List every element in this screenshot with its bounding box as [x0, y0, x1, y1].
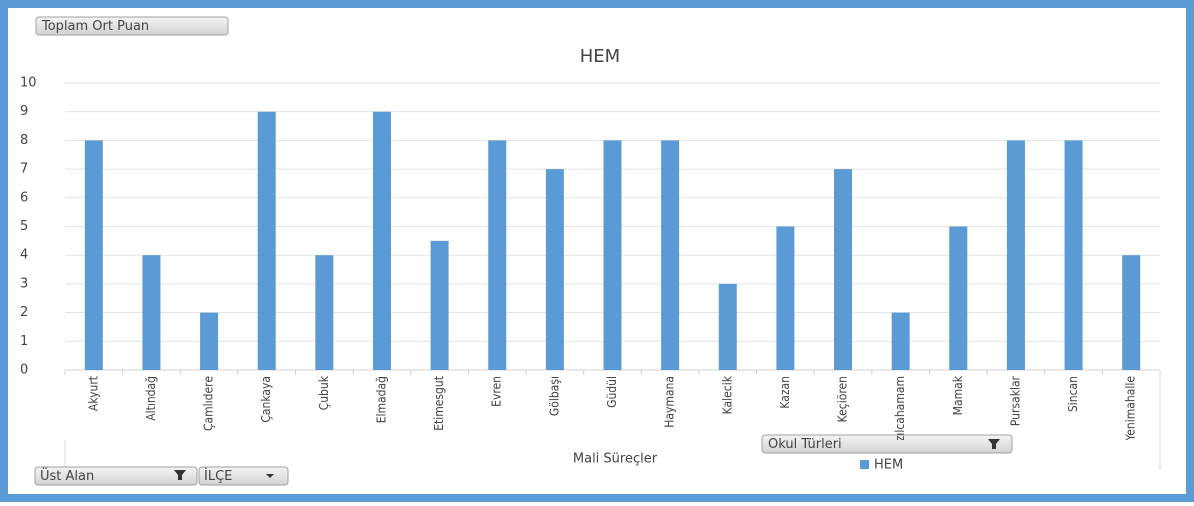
- bar: [949, 226, 968, 370]
- bar: [834, 169, 853, 370]
- bar: [84, 140, 103, 370]
- bar: [488, 140, 507, 370]
- filter-icon: [174, 470, 186, 480]
- y-tick-label: 5: [20, 219, 28, 234]
- y-tick-label: 8: [20, 133, 28, 148]
- y-tick-label: 1: [20, 334, 28, 349]
- x-tick-label: Gölbaşı: [547, 376, 561, 416]
- y-tick-label: 3: [20, 276, 28, 291]
- y-tick-label: 4: [20, 248, 28, 263]
- bar: [372, 111, 391, 370]
- filter-button[interactable]: [34, 466, 198, 486]
- x-tick-label: Etimesgut: [432, 376, 446, 431]
- x-tick-label: Keçiören: [836, 376, 850, 422]
- bar: [315, 255, 334, 370]
- x-tick-label: Pursaklar: [1008, 375, 1022, 426]
- y-tick-label: 0: [20, 363, 28, 378]
- x-tick-label: Güdül: [605, 376, 619, 408]
- x-tick-label: Sincan: [1066, 376, 1080, 412]
- x-tick-label: Çankaya: [259, 376, 273, 423]
- y-tick-label: 2: [20, 305, 28, 320]
- x-tick-label: Yenimahalle: [1124, 376, 1138, 442]
- x-tick-label: Haymana: [663, 376, 677, 428]
- bar: [603, 140, 622, 370]
- x-tick-label: Kızılcahamam: [893, 376, 907, 451]
- bar: [891, 312, 910, 370]
- y-tick-label: 10: [20, 76, 37, 91]
- legend-label: HEM: [874, 458, 903, 473]
- x-tick-label: Elmadağ: [374, 376, 388, 423]
- value-field-button[interactable]: [35, 16, 229, 36]
- dropdown-icon: [266, 474, 274, 478]
- y-tick-label: 9: [20, 104, 28, 119]
- filter-button[interactable]: [198, 466, 289, 486]
- x-tick-label: Kazan: [778, 376, 792, 409]
- bar: [776, 226, 795, 370]
- x-tick-label: Evren: [490, 376, 504, 407]
- x-tick-label: Mamak: [951, 375, 965, 415]
- bar: [257, 111, 276, 370]
- x-labels: Akyurt Altındağ Çamlıdere Çankaya Çubuk Elmad…: [86, 375, 1138, 451]
- filter-icon: [988, 439, 1000, 449]
- y-tick-label: 7: [20, 162, 28, 177]
- filter-label: Üst Alan: [40, 467, 94, 484]
- value-field-label: Toplam Ort Puan: [41, 19, 149, 34]
- filter-button[interactable]: [761, 434, 1013, 454]
- x-tick-label: Altındağ: [144, 376, 158, 421]
- x-tick-label: Kalecik: [720, 375, 734, 414]
- x-axis-title: Mali Süreçler: [573, 452, 658, 467]
- filter-label: Okul Türleri: [768, 437, 842, 452]
- filter-label: İLÇE: [204, 468, 232, 484]
- bar: [718, 283, 737, 370]
- bar: [545, 169, 564, 370]
- chart-title: HEM: [580, 46, 620, 67]
- bar: [1006, 140, 1025, 370]
- x-tick-label: Çamlıdere: [202, 376, 216, 431]
- bar: [1064, 140, 1083, 370]
- bar: [142, 255, 161, 370]
- bar: [430, 240, 449, 370]
- bar: [661, 140, 680, 370]
- bar: [1122, 255, 1141, 370]
- legend-swatch: [860, 460, 869, 469]
- x-tick-label: Akyurt: [86, 376, 100, 411]
- bar: [200, 312, 219, 370]
- y-tick-label: 6: [20, 190, 28, 205]
- x-tick-label: Çubuk: [317, 375, 331, 410]
